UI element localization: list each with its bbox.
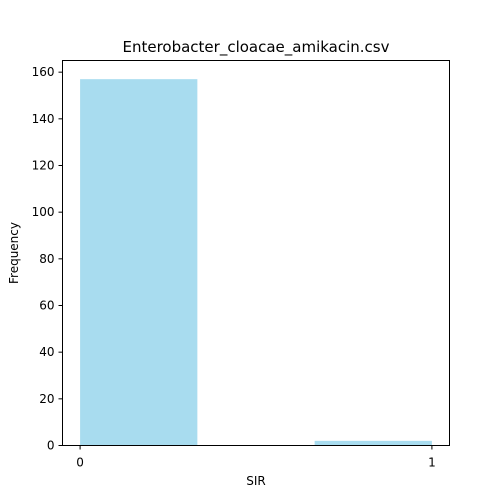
histogram-bar-1 — [314, 440, 432, 446]
y-axis-ticks: 0 20 40 60 80 100 120 140 160 — [32, 65, 63, 453]
y-tick-label-0: 0 — [47, 439, 55, 453]
x-axis-label: SIR — [246, 474, 266, 488]
x-tick-label-0: 0 — [76, 456, 84, 470]
plot-frame — [62, 60, 450, 446]
bars-layer — [80, 79, 432, 446]
y-tick-label-3: 60 — [39, 299, 54, 313]
y-tick-label-2: 40 — [39, 345, 54, 359]
y-tick-label-6: 120 — [32, 159, 55, 173]
y-tick-label-5: 100 — [32, 205, 55, 219]
y-axis-label: Frequency — [7, 222, 21, 284]
y-tick-label-4: 80 — [39, 252, 54, 266]
y-tick-label-1: 20 — [39, 392, 54, 406]
histogram-bar-0 — [80, 79, 198, 446]
y-tick-label-7: 140 — [32, 112, 55, 126]
y-tick-label-8: 160 — [32, 65, 55, 79]
x-tick-label-1: 1 — [428, 456, 436, 470]
chart-title: Enterobacter_cloacae_amikacin.csv — [122, 38, 389, 57]
